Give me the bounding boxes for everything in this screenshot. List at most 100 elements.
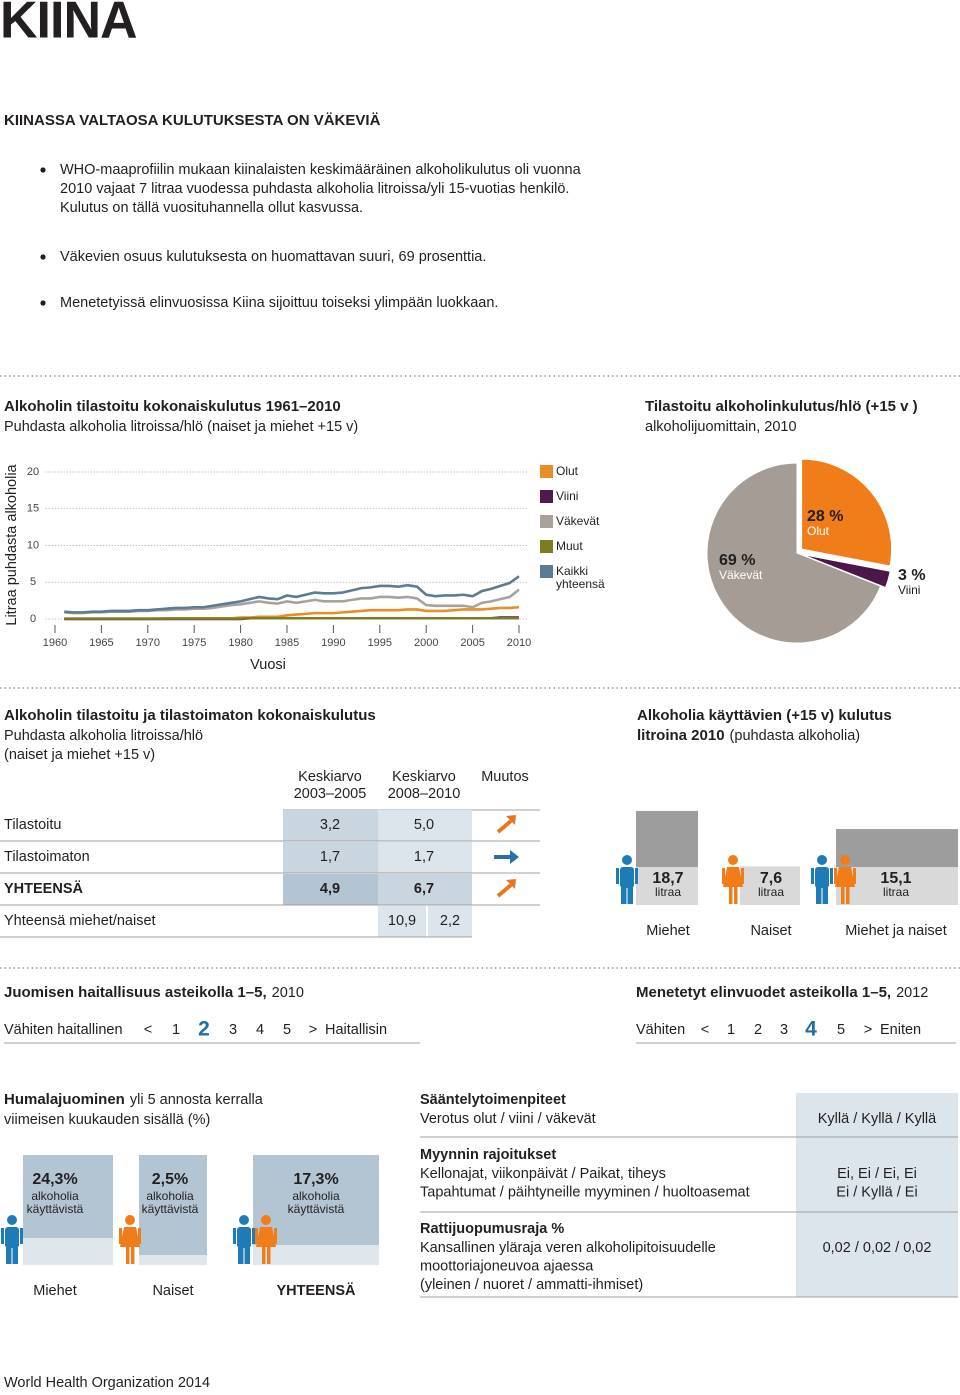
chart-title: Alkoholin tilastoitu kokonaiskulutus 196… xyxy=(4,398,341,415)
chart-title: Tilastoitu alkoholinkulutus/hlö (+15 v ) xyxy=(645,398,918,415)
pie-slice xyxy=(706,462,882,644)
person-head xyxy=(840,855,850,865)
pie-value-label: 69 % xyxy=(719,552,755,569)
regulation-value: Ei, Ei / Ei, Ei xyxy=(837,1166,917,1182)
person-leg xyxy=(6,1246,12,1264)
y-axis-label: Litraa puhdasta alkoholia xyxy=(4,463,20,625)
binge-unit: alkoholia xyxy=(146,1189,194,1203)
column-header: 2003–2005 xyxy=(294,786,367,802)
table-cell-text: 10,9 xyxy=(388,913,416,929)
bullet-text: Väkevien osuus kulutuksesta on huomattav… xyxy=(60,249,486,265)
chart-subtitle: Puhdasta alkoholia litroissa/hlö (naiset… xyxy=(4,419,358,435)
row-label: Tilastoimaton xyxy=(4,849,90,865)
person-arm xyxy=(233,1228,236,1244)
regulation-text: Tapahtumat / päihtyneille myyminen / huo… xyxy=(420,1184,750,1200)
person-arm xyxy=(722,868,725,884)
column-header: 2008–2010 xyxy=(388,786,461,802)
scale-step: 2 xyxy=(198,1018,210,1041)
page-title: KIINA xyxy=(0,0,137,50)
y-tick-label: 5 xyxy=(30,576,36,588)
person-leg xyxy=(734,887,738,904)
scale-bracket: > xyxy=(864,1022,872,1038)
legend-label: Viini xyxy=(556,489,578,503)
x-tick-label: 2010 xyxy=(507,637,531,649)
bar-unit-label: litraa xyxy=(655,885,681,899)
table-subtitle: Puhdasta alkoholia litroissa/hlö xyxy=(4,728,203,744)
bar-value-label: 7,6 xyxy=(760,870,782,887)
value-box xyxy=(139,1155,207,1255)
x-tick-label: 1975 xyxy=(182,637,206,649)
binge-value: 17,3% xyxy=(293,1171,338,1188)
legend-swatch xyxy=(540,565,553,578)
x-tick-label: 1965 xyxy=(89,637,113,649)
person-leg xyxy=(846,887,850,904)
scale-high-label: Eniten xyxy=(880,1022,921,1038)
scale-low-label: Vähiten haitallinen xyxy=(4,1022,123,1038)
scale-step: 3 xyxy=(229,1022,237,1038)
legend-swatch xyxy=(540,515,553,528)
data-line xyxy=(64,575,520,614)
scale-low-label: Vähiten xyxy=(636,1022,685,1038)
binge-label: Naiset xyxy=(152,1283,193,1299)
person-arm xyxy=(138,1228,141,1244)
scale-step: 5 xyxy=(283,1022,291,1038)
person-body xyxy=(815,867,829,888)
footer: World Health Organization 2014 xyxy=(4,1375,210,1391)
regulation-title: Myynnin rajoitukset xyxy=(420,1147,556,1163)
bar-label-box xyxy=(740,867,800,905)
bullet xyxy=(40,167,46,173)
binge-unit: käyttävistä xyxy=(288,1202,345,1216)
table-cell xyxy=(283,874,378,905)
bullet xyxy=(40,300,46,306)
person-leg xyxy=(841,887,845,904)
scale-bracket: > xyxy=(309,1022,317,1038)
data-line xyxy=(64,605,520,620)
person-arm xyxy=(616,868,619,884)
bar-label-box xyxy=(836,867,958,905)
x-tick-label: 2005 xyxy=(460,637,484,649)
table-subtitle: (naiset ja miehet +15 v) xyxy=(4,747,155,763)
pie-value-label: 28 % xyxy=(807,508,843,525)
binge-label: YHTEENSÄ xyxy=(277,1282,356,1299)
scale-high-label: Haitallisin xyxy=(325,1022,387,1038)
person-head xyxy=(622,855,632,865)
pie-category-label: Viini xyxy=(898,583,920,597)
person-head xyxy=(125,1215,135,1225)
x-tick-label: Miehet xyxy=(646,923,690,939)
binge-unit: käyttävistä xyxy=(27,1202,84,1216)
x-tick-label: 2000 xyxy=(414,637,438,649)
binge-title: yli 5 annosta kerralla xyxy=(130,1092,264,1108)
scale-title: 2012 xyxy=(896,985,928,1001)
table-cell-text: 6,7 xyxy=(414,881,434,897)
row-label: Tilastoitu xyxy=(4,817,61,833)
pie-slice xyxy=(801,458,893,567)
trend-arrow xyxy=(496,819,513,834)
person-leg xyxy=(822,886,828,904)
person-body xyxy=(620,867,634,888)
person-leg xyxy=(126,1247,130,1264)
regulation-value: Kyllä / Kyllä / Kyllä xyxy=(818,1111,937,1127)
chart-title: Alkoholia käyttävien (+15 v) kulutus xyxy=(637,707,892,724)
scale-step: 4 xyxy=(805,1018,817,1041)
y-tick-label: 15 xyxy=(27,503,39,515)
regulation-value: 0,02 / 0,02 / 0,02 xyxy=(823,1240,932,1256)
person-arm xyxy=(274,1228,277,1244)
person-head xyxy=(239,1215,249,1225)
x-tick-label: Naiset xyxy=(750,923,791,939)
scale-bracket: < xyxy=(701,1022,709,1038)
scale-title: Juomisen haitallisuus asteikolla 1–5, xyxy=(4,984,267,1001)
table-cell-text: 2,2 xyxy=(440,913,460,929)
regulation-title: Sääntelytoimenpiteet xyxy=(420,1092,566,1108)
bar-value-label: 15,1 xyxy=(880,870,911,887)
scale-title: Menetetyt elinvuodet asteikolla 1–5, xyxy=(636,984,891,1001)
bar-unit-label: litraa xyxy=(883,885,909,899)
scale-step: 2 xyxy=(754,1022,762,1038)
table-cell xyxy=(378,842,472,873)
bullet-text: WHO-maaprofiilin mukaan kiinalaisten kes… xyxy=(60,162,582,178)
legend-swatch xyxy=(540,490,553,503)
bar-value-label: 18,7 xyxy=(652,870,683,887)
x-tick-label: Miehet ja naiset xyxy=(845,923,947,939)
person-leg xyxy=(621,886,627,904)
binge-value: 2,5% xyxy=(152,1171,188,1188)
